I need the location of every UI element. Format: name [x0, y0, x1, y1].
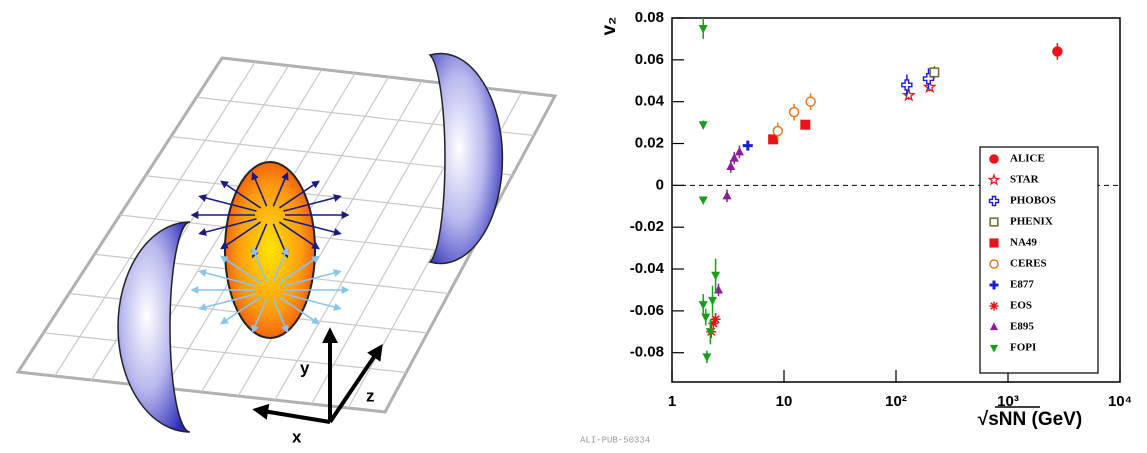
flow-arrows [190, 171, 350, 334]
legend-marker [989, 280, 999, 290]
flow-arrow [278, 296, 320, 325]
data-point [708, 296, 718, 306]
data-point [726, 161, 736, 171]
flow-arrow [220, 180, 262, 209]
flow-arrow [220, 221, 262, 250]
y-tick-label: -0.02 [630, 218, 664, 235]
x-tick-label: 10² [885, 393, 907, 410]
legend-marker [989, 154, 999, 164]
data-point [734, 146, 744, 156]
legend-box [979, 146, 1099, 374]
legend-marker [987, 173, 1001, 186]
data-point [768, 134, 779, 145]
data-point [1052, 46, 1063, 57]
legend-label: PHENIX [1010, 216, 1053, 228]
y-tick-label: 0.08 [635, 9, 664, 26]
flow-arrow [272, 298, 289, 334]
y-tick-label: 0 [656, 176, 664, 193]
data-point [702, 353, 712, 362]
legend-label: CERES [1010, 258, 1047, 270]
flow-arrow [198, 293, 257, 311]
flow-arrow [278, 221, 320, 250]
x-tick-label: 10³ [997, 393, 1019, 410]
data-point [698, 196, 708, 205]
flow-arrow [278, 255, 320, 284]
data-point [772, 125, 784, 137]
data-point [711, 271, 721, 281]
y-tick-label: 0.06 [635, 51, 664, 68]
y-tick-label: -0.04 [630, 260, 665, 277]
legend-marker [989, 344, 999, 353]
data-point [929, 67, 940, 78]
overlap-region [224, 161, 316, 339]
x-tick-label: 10⁴ [1108, 393, 1132, 410]
legend-label: EOS [1010, 300, 1032, 312]
legend-label: E877 [1010, 279, 1034, 291]
legend-label: NA49 [1010, 237, 1037, 249]
legend-marker [989, 259, 999, 269]
flow-arrow [278, 180, 320, 209]
flow-arrow [198, 194, 257, 212]
x-tick-label: 10 [776, 393, 793, 410]
legend-label: PHOBOS [1010, 195, 1056, 207]
y-tick-label: 0.04 [635, 93, 665, 110]
data-point [800, 119, 811, 130]
legend-marker [989, 322, 999, 331]
flow-arrow [220, 255, 262, 284]
data-point [922, 79, 937, 94]
y-tick-label: -0.06 [630, 302, 664, 319]
data-point [788, 106, 800, 118]
x-axis-arrow [252, 403, 331, 424]
nucleus-left [117, 221, 191, 433]
flow-arrow [272, 246, 289, 282]
flow-arrow [283, 293, 342, 311]
flow-arrow [251, 171, 268, 207]
data-point [705, 328, 715, 337]
nucleus-right [428, 52, 504, 265]
flow-arrow [198, 218, 257, 236]
data-point [708, 318, 719, 329]
plane-grid-line [145, 175, 492, 216]
legend-label: STAR [1010, 174, 1040, 186]
flow-arrow [251, 298, 268, 334]
data-point [742, 140, 753, 151]
data-point [701, 313, 711, 323]
watermark: ALI-PUB-50334 [580, 435, 650, 445]
data-point [722, 190, 732, 200]
legend-marker [989, 301, 999, 311]
legend-label: ALICE [1010, 153, 1045, 165]
y-axis-title: v₂ [599, 16, 620, 35]
flow-arrow [283, 218, 342, 236]
data-point [698, 301, 708, 310]
flow-arrow [251, 246, 268, 282]
legend-marker [989, 238, 999, 248]
x-tick-label: 1 [668, 393, 676, 410]
data-point [698, 24, 708, 34]
flow-arrow [283, 194, 342, 212]
legend-marker [989, 217, 999, 227]
data-point [805, 96, 816, 107]
flow-arrow [283, 269, 342, 287]
x-axis-title: √sNN (GeV) [978, 409, 1082, 430]
flow-arrow [220, 296, 262, 325]
axis-label-y: y [300, 358, 310, 377]
flow-arrow [272, 171, 289, 207]
y-tick-label: -0.08 [630, 344, 664, 361]
data-point [729, 153, 739, 162]
plane-grid-line [43, 332, 407, 374]
data-point [901, 79, 913, 91]
data-point [698, 121, 708, 130]
legend-label: E895 [1010, 321, 1034, 333]
legend-marker [988, 195, 1000, 207]
collision-illustration: x y z [15, 52, 558, 446]
flow-arrow [198, 269, 257, 287]
z-axis-arrow [328, 344, 383, 424]
y-tick-label: 0.02 [635, 134, 664, 151]
data-point [710, 314, 721, 325]
axis-label-x: x [292, 427, 302, 446]
legend-label: FOPI [1010, 342, 1036, 354]
axis-label-z: z [366, 386, 375, 405]
data-point [901, 87, 916, 102]
